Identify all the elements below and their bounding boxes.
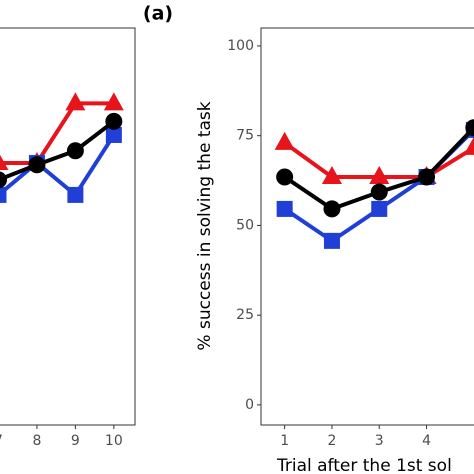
marker (463, 136, 474, 155)
marker (28, 156, 46, 174)
marker (323, 232, 340, 249)
y-tick-label: 25 (236, 307, 254, 323)
x-tick-label: 8 (32, 433, 41, 449)
x-tick-label: 1 (280, 433, 289, 449)
x-axis-title: Trial after the 1st sol (276, 456, 452, 474)
marker (67, 186, 84, 203)
y-tick-label: 75 (236, 128, 254, 144)
series-line (0, 133, 116, 198)
marker (323, 200, 341, 218)
y-tick-label: 50 (236, 217, 254, 233)
marker (276, 200, 293, 217)
panel-label: (a) (143, 3, 173, 25)
x-tick-label: 4 (422, 433, 431, 449)
plot-frame (260, 27, 474, 426)
marker (65, 92, 86, 111)
marker (0, 154, 9, 170)
marker (274, 131, 295, 150)
marker (105, 126, 122, 143)
marker (369, 165, 390, 184)
y-tick-label: 0 (245, 397, 254, 413)
marker (418, 168, 436, 186)
plot-frame (0, 27, 136, 426)
marker (103, 92, 124, 111)
marker (0, 186, 7, 203)
marker (370, 183, 388, 201)
x-tick-label: 9 (71, 433, 80, 449)
marker (105, 112, 123, 130)
marker (465, 119, 474, 137)
series-line (0, 101, 114, 165)
y-axis-title: % success in solving the task (195, 101, 215, 350)
series-line (0, 119, 116, 182)
x-tick-label: 10 (105, 433, 123, 449)
x-tick-label: 7 (0, 433, 3, 449)
marker (0, 171, 7, 189)
x-tick-label: 2 (327, 433, 336, 449)
marker (321, 165, 342, 184)
marker (66, 142, 84, 160)
marker (371, 200, 388, 217)
x-tick-label: 3 (375, 433, 384, 449)
y-tick-label: 100 (227, 38, 254, 54)
marker (276, 168, 294, 186)
